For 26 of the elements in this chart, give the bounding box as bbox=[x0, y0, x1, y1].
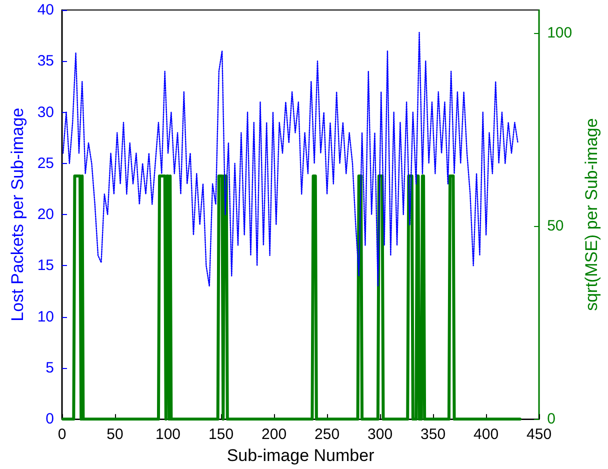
line-series bbox=[62, 32, 518, 287]
y-tick-label: 5 bbox=[46, 359, 54, 376]
x-axis-title: Sub-image Number bbox=[226, 446, 375, 465]
y2-axis-title: sqrt(MSE) per Sub-image bbox=[582, 118, 601, 311]
x-tick-label: 0 bbox=[58, 426, 66, 444]
x-tick-label: 200 bbox=[262, 426, 287, 444]
y2-tick-label: 0 bbox=[547, 410, 556, 428]
y-tick-label: 40 bbox=[37, 2, 54, 18]
y-tick-label: 30 bbox=[37, 104, 54, 121]
x-tick-label: 150 bbox=[208, 426, 234, 444]
y-tick-label: 20 bbox=[37, 206, 54, 224]
y2-tick-label: 100 bbox=[547, 24, 572, 42]
y-tick-label: 0 bbox=[46, 410, 54, 428]
x-tick-label: 300 bbox=[368, 426, 393, 444]
y-tick-label: 25 bbox=[37, 154, 54, 172]
x-tick-label: 400 bbox=[474, 426, 499, 444]
x-tick-label: 100 bbox=[156, 426, 181, 444]
x-tick-label: 350 bbox=[420, 426, 446, 444]
x-tick-label: 450 bbox=[526, 426, 552, 444]
y-axis-title: Lost Packets per Sub-image bbox=[8, 108, 27, 322]
y2-tick-label: 50 bbox=[547, 218, 564, 235]
y-tick-label: 10 bbox=[37, 308, 54, 326]
y-tick-label: 35 bbox=[37, 52, 54, 70]
x-tick-label: 50 bbox=[106, 426, 124, 444]
x-tick-label: 250 bbox=[314, 426, 340, 444]
y-tick-label: 15 bbox=[37, 257, 54, 274]
